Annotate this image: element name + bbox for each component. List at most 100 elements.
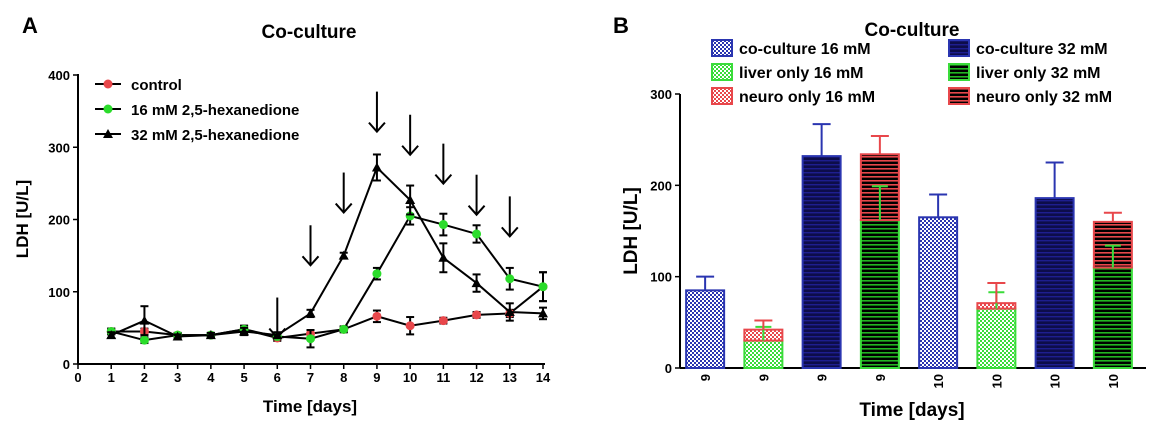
chart-b-x-tick-label: 9 xyxy=(756,374,771,381)
arrow-head xyxy=(334,202,353,215)
chart-b-legend-label: co-culture 16 mM xyxy=(739,41,871,58)
chart-a-y-tick-label: 400 xyxy=(48,68,70,83)
chart-a-x-tick-label: 12 xyxy=(469,370,483,385)
chart-b-x-tick-label: 10 xyxy=(1048,374,1063,388)
chart-b-xlabel: Time [days] xyxy=(859,400,964,421)
chart-b-legend-item: co-culture 32 mM xyxy=(948,39,1108,58)
chart-b-legend: co-culture 16 mM co-culture 32 mM liver on… xyxy=(711,39,1112,106)
chart-a-x-tick-label: 10 xyxy=(403,370,417,385)
chart-b-bar-group: 10 xyxy=(1092,211,1133,388)
down-arrow-icon xyxy=(434,143,453,186)
chart-a-x-tick-label: 0 xyxy=(74,370,81,385)
chart-b-bars: 9 9 9 9 10 10 10 10 xyxy=(685,123,1133,388)
chart-a-point xyxy=(504,306,515,316)
legend-swatch xyxy=(711,63,733,81)
chart-b-bar-group: 9 xyxy=(801,123,842,381)
chart-a-x-tick-label: 5 xyxy=(240,370,247,385)
chart-a-legend-item: control xyxy=(95,77,182,94)
chart-b-bar-group: 9 xyxy=(685,275,726,381)
chart-a-point xyxy=(405,321,415,331)
chart-a-point xyxy=(139,315,150,325)
chart-a-x-tick-label: 1 xyxy=(108,370,115,385)
chart-b-bar-segment xyxy=(1034,197,1075,369)
chart-a-x-tick-label: 13 xyxy=(503,370,517,385)
chart-a-x-tick-label: 9 xyxy=(373,370,380,385)
chart-a-point xyxy=(306,334,315,344)
chart-a-point xyxy=(338,250,349,260)
chart-a-point xyxy=(438,252,449,262)
down-arrow-icon xyxy=(401,114,419,157)
chart-a-point xyxy=(405,194,416,204)
chart-b-y-tick-label: 300 xyxy=(650,87,672,102)
down-arrow-icon xyxy=(368,91,386,134)
chart-b-bar-group: 9 xyxy=(743,319,784,381)
chart-a-point xyxy=(371,162,382,172)
chart-a-series-line xyxy=(110,214,544,342)
chart-b-legend-item: liver only 32 mM xyxy=(948,63,1101,82)
chart-b-legend-item: co-culture 16 mM xyxy=(711,39,871,58)
legend-swatch xyxy=(711,39,733,57)
chart-a-x-tick-label: 2 xyxy=(141,370,148,385)
chart-a-point xyxy=(339,324,349,334)
chart-a-title: Co-culture xyxy=(262,22,357,43)
chart-a-point xyxy=(172,331,183,341)
chart-a-arrows xyxy=(268,91,519,340)
chart-a-point xyxy=(472,229,482,239)
chart-a-point xyxy=(106,330,117,340)
down-arrow-icon xyxy=(501,196,519,238)
chart-a-x-tick-label: 11 xyxy=(436,370,450,385)
down-arrow-icon xyxy=(334,172,353,215)
chart-a-legend: control 16 mM 2,5-hexanedione 32 mM 2,5-he… xyxy=(95,77,299,144)
chart-b-x-tick-label: 9 xyxy=(698,374,713,381)
chart-b-bar-group: 10 xyxy=(976,282,1017,388)
arrow-head xyxy=(401,145,419,157)
chart-a-point xyxy=(438,316,448,326)
chart-b-bar-group: 9 xyxy=(859,135,900,381)
chart-b-x-tick-label: 10 xyxy=(989,374,1004,388)
chart-a-point xyxy=(505,274,515,284)
legend-marker xyxy=(103,104,113,114)
legend-marker xyxy=(103,79,113,89)
chart-b-legend-item: neuro only 32 mM xyxy=(948,87,1112,106)
chart-a-series-line xyxy=(110,165,544,338)
chart-a-point xyxy=(305,308,316,318)
chart-b-bar-segment xyxy=(918,216,959,369)
chart-b-ylabel: LDH [U/L] xyxy=(621,187,642,275)
arrow-head xyxy=(368,121,386,134)
chart-b-legend-label: neuro only 16 mM xyxy=(739,89,875,106)
chart-b-y-tick-label: 200 xyxy=(650,178,672,193)
legend-swatch xyxy=(948,63,970,81)
legend-swatch xyxy=(948,39,970,57)
chart-a-x-tick-label: 14 xyxy=(536,370,551,385)
chart-b-legend-label: liver only 16 mM xyxy=(739,65,864,82)
arrow-head xyxy=(434,173,453,186)
chart-b-x-tick-label: 10 xyxy=(931,374,946,388)
arrow-head xyxy=(268,327,287,340)
chart-a-point xyxy=(472,310,482,320)
chart-b-legend-label: neuro only 32 mM xyxy=(976,89,1112,106)
chart-a-point xyxy=(538,308,548,318)
chart-a-x-tick-label: 6 xyxy=(274,370,281,385)
chart-b-bar-segment xyxy=(743,339,784,370)
chart-b-legend-item: neuro only 16 mM xyxy=(711,87,875,106)
chart-a-point xyxy=(139,335,149,345)
chart-b-bar-segment xyxy=(976,307,1017,369)
chart-a-legend-label: 16 mM 2,5-hexanedione xyxy=(131,102,299,119)
chart-a-point xyxy=(205,330,216,340)
chart-b-y-tick-label: 0 xyxy=(665,361,672,376)
chart-a-legend-item: 32 mM 2,5-hexanedione xyxy=(95,127,299,144)
chart-b-legend-label: liver only 32 mM xyxy=(976,65,1101,82)
down-arrow-icon xyxy=(268,297,287,340)
chart-a-x-tick-label: 3 xyxy=(174,370,181,385)
down-arrow-icon xyxy=(301,225,320,267)
chart-a-y-tick-label: 200 xyxy=(48,213,70,228)
chart-a-series-1 xyxy=(106,206,548,349)
chart-a-legend-label: 32 mM 2,5-hexanedione xyxy=(131,127,299,144)
chart-a-y-tick-label: 300 xyxy=(48,140,70,155)
chart-b-title: Co-culture xyxy=(865,20,960,41)
chart-a-x-tick-label: 8 xyxy=(340,370,347,385)
legend-swatch xyxy=(948,87,970,105)
chart-a-x-tick-label: 7 xyxy=(307,370,314,385)
chart-a-series-2 xyxy=(106,153,548,341)
